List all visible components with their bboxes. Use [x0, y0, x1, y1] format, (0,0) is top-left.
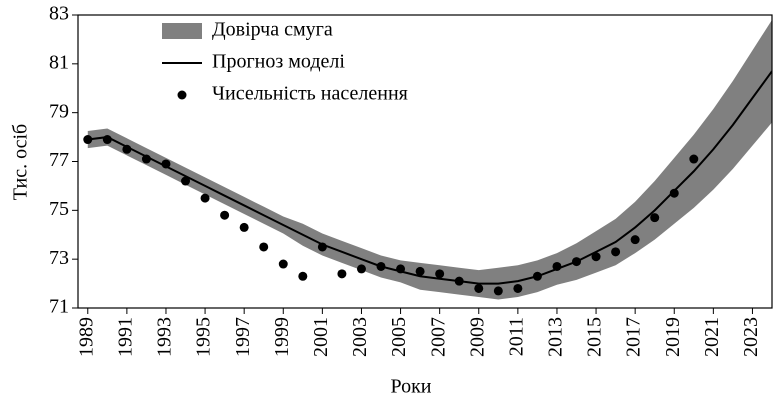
- x-tick-label: 2005: [388, 317, 410, 357]
- data-point: [83, 135, 93, 145]
- x-tick-label: 2015: [584, 317, 606, 357]
- data-point: [356, 264, 366, 274]
- x-tick-label: 2009: [466, 317, 488, 357]
- data-point: [669, 188, 679, 198]
- data-point: [435, 269, 445, 279]
- x-tick-label: 1989: [75, 317, 97, 357]
- data-point: [317, 242, 327, 252]
- data-point: [376, 261, 386, 271]
- legend-swatch: [162, 23, 202, 39]
- data-point: [650, 213, 660, 223]
- x-tick-label: 2013: [545, 317, 567, 357]
- data-point: [161, 159, 171, 169]
- legend-label: Чисельність населення: [212, 83, 408, 105]
- x-tick-label: 2023: [740, 317, 762, 357]
- data-point: [181, 176, 191, 186]
- data-point: [474, 283, 484, 293]
- x-tick-label: 2019: [662, 317, 684, 357]
- confidence-band: [87, 19, 772, 300]
- x-tick-label: 2001: [310, 317, 332, 357]
- x-tick-label: 1997: [232, 317, 254, 357]
- x-tick-label: 2003: [349, 317, 371, 357]
- x-tick-label: 2017: [623, 317, 645, 357]
- data-point: [689, 154, 699, 164]
- data-point: [200, 193, 210, 203]
- legend-label: Прогноз моделі: [212, 51, 345, 73]
- data-point: [396, 264, 406, 274]
- y-tick-label: 83: [49, 3, 69, 25]
- data-point: [611, 247, 621, 257]
- data-point: [630, 235, 640, 245]
- data-point: [513, 283, 523, 293]
- y-tick-label: 79: [49, 100, 69, 122]
- y-axis-label: Тис. осіб: [10, 124, 32, 200]
- data-point: [572, 257, 582, 267]
- x-tick-label: 2021: [701, 317, 723, 357]
- legend-label: Довірча смуга: [212, 19, 333, 41]
- data-point: [278, 259, 288, 269]
- data-point: [493, 286, 503, 296]
- data-point: [552, 261, 562, 271]
- data-point: [298, 271, 308, 281]
- data-point: [122, 144, 132, 154]
- y-tick-label: 71: [49, 296, 69, 318]
- x-tick-label: 2011: [505, 317, 527, 356]
- y-tick-label: 77: [49, 149, 69, 171]
- legend-swatch: [177, 90, 187, 100]
- data-point: [454, 276, 464, 286]
- y-tick-label: 81: [49, 51, 69, 73]
- data-point: [415, 266, 425, 276]
- x-tick-label: 1991: [114, 317, 136, 357]
- x-axis-label: Роки: [390, 376, 431, 398]
- data-point: [239, 222, 249, 232]
- data-point: [220, 210, 230, 220]
- data-point: [337, 269, 347, 279]
- x-tick-label: 1999: [271, 317, 293, 357]
- y-tick-label: 73: [49, 247, 69, 269]
- data-point: [102, 135, 112, 145]
- data-point: [141, 154, 151, 164]
- y-tick-label: 75: [49, 198, 69, 220]
- x-tick-label: 2007: [427, 317, 449, 357]
- data-point: [532, 271, 542, 281]
- data-point: [259, 242, 269, 252]
- model-line: [87, 70, 772, 285]
- x-tick-label: 1995: [193, 317, 215, 357]
- x-tick-label: 1993: [154, 317, 176, 357]
- data-point: [591, 252, 601, 262]
